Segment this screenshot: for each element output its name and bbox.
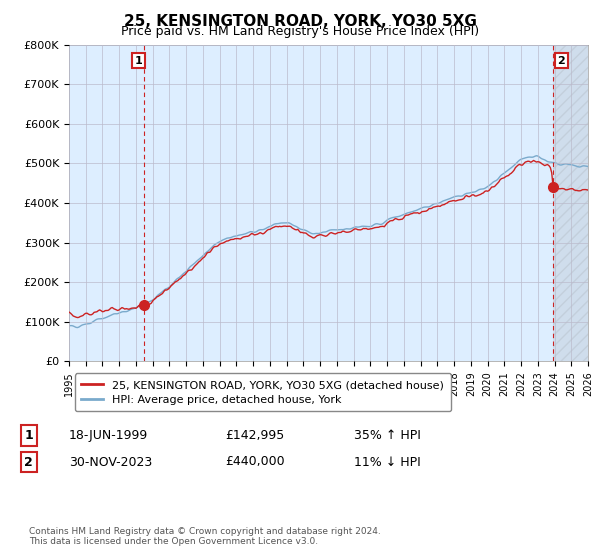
Bar [553,45,590,361]
Text: 25, KENSINGTON ROAD, YORK, YO30 5XG: 25, KENSINGTON ROAD, YORK, YO30 5XG [124,14,476,29]
Legend: 25, KENSINGTON ROAD, YORK, YO30 5XG (detached house), HPI: Average price, detach: 25, KENSINGTON ROAD, YORK, YO30 5XG (det… [74,374,451,411]
Text: Price paid vs. HM Land Registry's House Price Index (HPI): Price paid vs. HM Land Registry's House … [121,25,479,38]
Text: £142,995: £142,995 [225,429,284,442]
Text: £440,000: £440,000 [225,455,284,469]
Text: 2: 2 [557,55,565,66]
Text: 1: 1 [25,429,33,442]
Text: 11% ↓ HPI: 11% ↓ HPI [354,455,421,469]
Text: 30-NOV-2023: 30-NOV-2023 [69,455,152,469]
Text: 18-JUN-1999: 18-JUN-1999 [69,429,148,442]
Text: Contains HM Land Registry data © Crown copyright and database right 2024.
This d: Contains HM Land Registry data © Crown c… [29,526,380,546]
Text: 1: 1 [135,55,143,66]
Text: 2: 2 [25,455,33,469]
Text: 35% ↑ HPI: 35% ↑ HPI [354,429,421,442]
